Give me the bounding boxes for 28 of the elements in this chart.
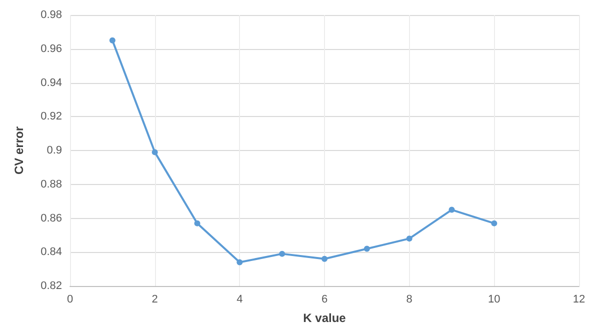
y-tick-label: 0.82	[40, 280, 62, 292]
y-tick-label: 0.96	[40, 42, 62, 55]
point	[152, 149, 158, 156]
y-tick-label: 0.86	[40, 212, 62, 224]
x-tick-label: 10	[488, 294, 500, 306]
y-tick-label: 0.94	[40, 76, 62, 89]
y-tick-label: 0.98	[40, 9, 62, 21]
x-axis-title: K value	[303, 311, 346, 325]
x-tick-label: 6	[321, 294, 328, 306]
x-tick-label: 0	[66, 294, 74, 306]
y-tick-label: 0.88	[40, 178, 62, 190]
point	[448, 206, 455, 213]
x-tick-label: 2	[152, 294, 158, 306]
y-axis-title: CV error	[12, 126, 26, 175]
y-tick-label: 0.9	[46, 144, 62, 156]
point	[364, 246, 370, 252]
x-tick-label: 4	[236, 294, 243, 306]
x-tick-label: 8	[406, 294, 412, 306]
point	[194, 220, 200, 226]
point	[406, 236, 412, 242]
x-tick-label: 12	[572, 294, 586, 306]
point	[109, 37, 116, 44]
point	[491, 220, 498, 226]
point	[279, 250, 286, 257]
point	[322, 256, 328, 262]
y-tick-label: 0.92	[40, 110, 62, 123]
point	[236, 259, 243, 266]
y-tick-label: 0.84	[40, 246, 62, 258]
